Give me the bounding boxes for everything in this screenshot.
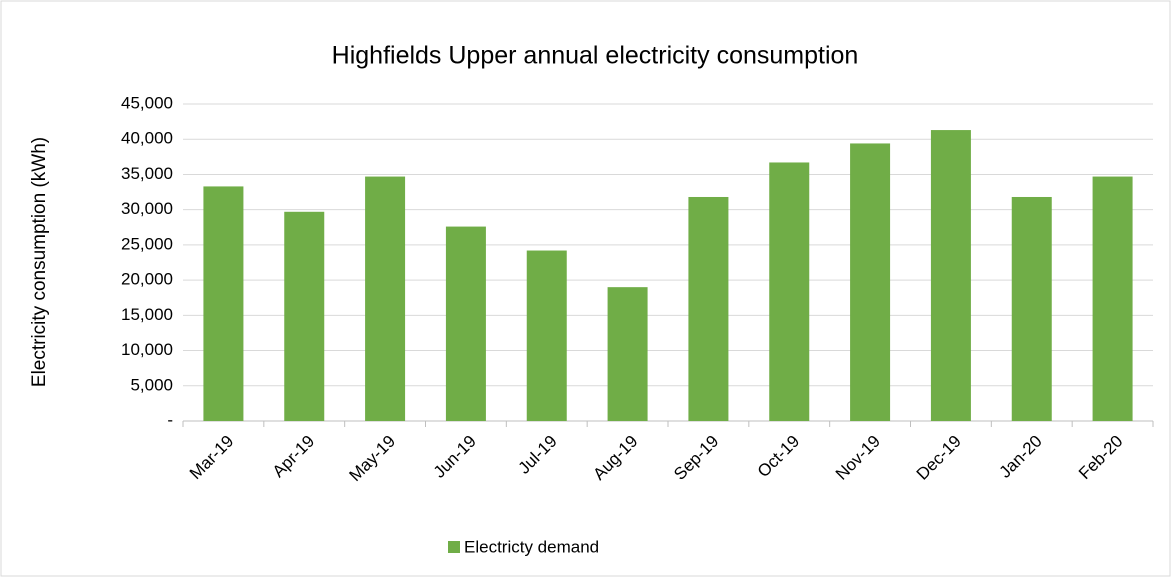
y-tick-label: 40,000 [121, 129, 173, 148]
legend-swatch [448, 541, 460, 553]
bar [284, 211, 325, 421]
y-tick-label: 30,000 [121, 199, 173, 218]
bar [526, 250, 567, 421]
y-tick-label: 35,000 [121, 164, 173, 183]
legend-label: Electricty demand [464, 537, 599, 556]
y-axis-label: Electricity consumption (kWh) [29, 137, 50, 387]
y-tick-label: - [167, 410, 173, 429]
y-tick-label: 20,000 [121, 270, 173, 289]
y-tick-label: 10,000 [121, 340, 173, 359]
y-tick-label: 25,000 [121, 234, 173, 253]
y-tick-label: 15,000 [121, 305, 173, 324]
chart-title: Highfields Upper annual electricity cons… [332, 42, 859, 70]
y-tick-label: 45,000 [121, 93, 173, 112]
bar [607, 287, 648, 421]
bar [1011, 196, 1052, 421]
y-tick-label: 5,000 [130, 375, 173, 394]
bar [930, 130, 971, 421]
bar [688, 196, 729, 421]
bar [203, 186, 244, 421]
bar [850, 143, 891, 421]
bar [365, 176, 406, 421]
bar [1092, 176, 1133, 421]
bar [769, 162, 810, 422]
bar [445, 226, 486, 421]
